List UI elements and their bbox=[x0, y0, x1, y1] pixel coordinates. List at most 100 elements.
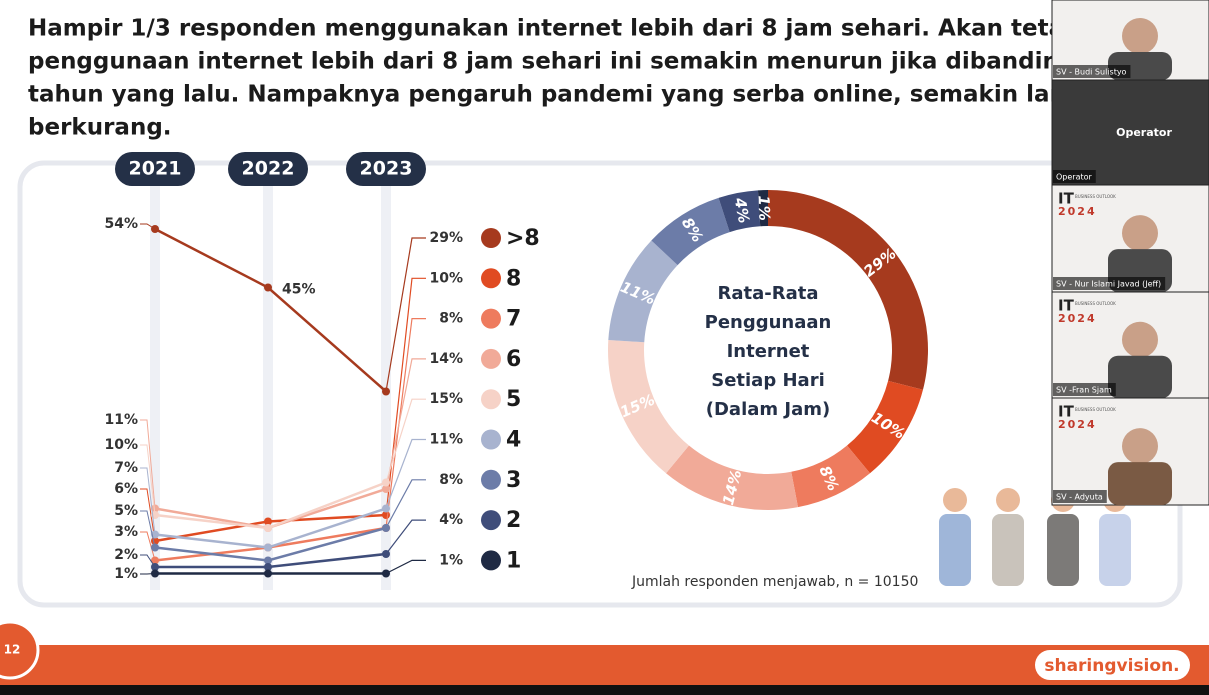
participant-name: SV - Adyuta bbox=[1056, 493, 1103, 502]
donut-segment bbox=[608, 240, 678, 343]
person-head bbox=[996, 488, 1020, 512]
slide-title: berkurang. bbox=[28, 115, 172, 141]
legend-label: 7 bbox=[506, 307, 521, 332]
leader bbox=[140, 554, 156, 568]
event-logo-sub: BUSINESS OUTLOOK bbox=[1075, 194, 1116, 199]
donut-segment bbox=[768, 190, 928, 390]
donut-center-text: Internet bbox=[727, 341, 810, 362]
value-label: 10% bbox=[104, 437, 138, 453]
page-badge bbox=[0, 620, 40, 680]
logo: sharingvision. bbox=[1044, 656, 1179, 676]
logo-pill bbox=[1035, 650, 1190, 680]
point bbox=[264, 524, 272, 532]
event-logo-it: IT bbox=[1058, 403, 1075, 421]
legend-swatch bbox=[481, 550, 501, 571]
donut-center-text: Setiap Hari bbox=[711, 370, 825, 391]
donut-segment bbox=[651, 197, 730, 266]
participant-body bbox=[1108, 355, 1172, 398]
note: Jumlah responden menjawab, n = 10150 bbox=[631, 574, 918, 590]
footer-bar bbox=[0, 645, 1209, 685]
donut-center-text: (Dalam Jam) bbox=[706, 399, 830, 420]
value-label: 45% bbox=[282, 282, 316, 298]
name-badge bbox=[1053, 490, 1107, 503]
person-body bbox=[992, 514, 1024, 586]
leader bbox=[385, 479, 426, 529]
event-logo-year: 2024 bbox=[1058, 205, 1097, 218]
event-logo-sub: BUSINESS OUTLOOK bbox=[1075, 407, 1116, 412]
event-logo-year: 2024 bbox=[1058, 418, 1097, 431]
value-label: 54% bbox=[104, 216, 138, 232]
value-label: 8% bbox=[439, 472, 463, 488]
donut-segment bbox=[666, 445, 798, 510]
participant-head bbox=[1122, 321, 1158, 358]
donut-center-text: Penggunaan bbox=[705, 312, 832, 333]
participant-name: SV - Nur Islami Javad (Jeff) bbox=[1056, 280, 1161, 289]
name-badge bbox=[1053, 383, 1116, 396]
year-label: 2021 bbox=[129, 158, 182, 180]
legend-label: 1 bbox=[506, 548, 521, 573]
leader bbox=[140, 419, 156, 509]
value-label: 29% bbox=[429, 230, 463, 246]
legend-label: >8 bbox=[506, 226, 540, 251]
value-label: 5% bbox=[114, 503, 138, 519]
donut-segment bbox=[608, 339, 689, 474]
leader bbox=[385, 398, 426, 483]
person-body bbox=[939, 514, 971, 586]
legend-label: 6 bbox=[506, 347, 521, 372]
donut-segment bbox=[718, 190, 761, 233]
point bbox=[264, 517, 272, 526]
legend-label: 8 bbox=[506, 266, 521, 291]
legend-swatch bbox=[481, 348, 501, 369]
legend-swatch bbox=[481, 510, 501, 531]
participant-name: SV -Fran Sjam bbox=[1056, 386, 1112, 395]
participant-name: Operator bbox=[1056, 173, 1093, 182]
slide-title: Hampir 1/3 responden menggunakan interne… bbox=[28, 16, 1089, 42]
legend-swatch bbox=[481, 268, 501, 289]
person-body bbox=[1099, 514, 1131, 586]
point bbox=[264, 543, 272, 552]
point bbox=[264, 283, 272, 292]
segment-label: 1% bbox=[755, 195, 774, 221]
page-number: 12 bbox=[4, 643, 21, 657]
point bbox=[264, 556, 272, 565]
point bbox=[264, 563, 272, 571]
leader bbox=[140, 444, 156, 516]
name-badge bbox=[1053, 65, 1131, 78]
value-label: 8% bbox=[439, 311, 463, 327]
leader bbox=[140, 223, 156, 230]
donut-segment bbox=[757, 190, 768, 227]
leader bbox=[385, 237, 426, 392]
donut-segment bbox=[847, 380, 923, 474]
event-logo-sub: BUSINESS OUTLOOK bbox=[1075, 301, 1116, 306]
leader bbox=[385, 358, 426, 490]
legend-swatch bbox=[481, 469, 501, 490]
legend-swatch bbox=[481, 389, 501, 410]
donut-segment bbox=[791, 445, 870, 508]
point bbox=[264, 569, 272, 578]
leader bbox=[140, 510, 156, 548]
leader bbox=[140, 531, 156, 561]
legend-label: 5 bbox=[506, 387, 521, 412]
value-label: 4% bbox=[439, 512, 463, 528]
year-pill bbox=[228, 152, 308, 186]
axis-guide bbox=[263, 186, 273, 590]
slide-title: tahun yang lalu. Nampaknya pengaruh pand… bbox=[28, 82, 1089, 108]
segment-label: 4% bbox=[730, 195, 753, 224]
axis-guide bbox=[150, 186, 160, 590]
legend-swatch bbox=[481, 308, 501, 329]
value-label: 3% bbox=[114, 524, 138, 540]
year-pill bbox=[115, 152, 195, 186]
participant-head bbox=[1122, 215, 1158, 252]
year-pill bbox=[346, 152, 426, 186]
value-label: 1% bbox=[114, 566, 138, 582]
year-label: 2023 bbox=[360, 158, 413, 180]
name-badge bbox=[1053, 277, 1166, 290]
name-badge bbox=[1053, 170, 1096, 183]
value-label: 10% bbox=[429, 270, 463, 286]
value-label: 2% bbox=[114, 547, 138, 563]
leader bbox=[140, 573, 156, 575]
participant-body bbox=[1108, 462, 1172, 505]
event-logo-year: 2024 bbox=[1058, 312, 1097, 325]
leader bbox=[385, 519, 426, 555]
